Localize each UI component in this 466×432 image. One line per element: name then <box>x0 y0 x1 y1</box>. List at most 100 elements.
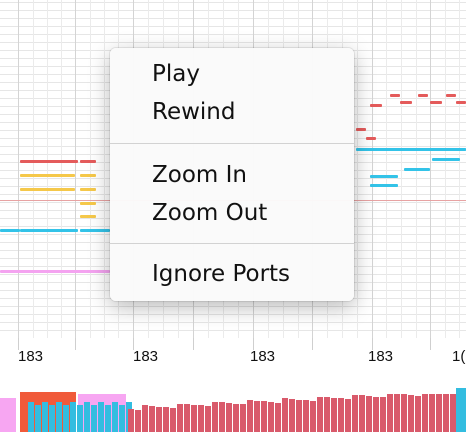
velocity-bar[interactable] <box>268 402 274 432</box>
midi-note[interactable] <box>366 137 376 140</box>
velocity-bar[interactable] <box>63 405 69 432</box>
velocity-bar[interactable] <box>261 401 267 432</box>
midi-note[interactable] <box>390 94 400 97</box>
menu-item-zoom-in[interactable]: Zoom In <box>152 162 247 188</box>
midi-note[interactable] <box>80 215 96 218</box>
velocity-bar[interactable] <box>84 402 90 432</box>
velocity-bar[interactable] <box>296 400 302 432</box>
velocity-bar[interactable] <box>373 397 379 432</box>
menu-item-play[interactable]: Play <box>152 61 200 87</box>
velocity-bar[interactable] <box>56 402 62 432</box>
velocity-bar[interactable] <box>450 394 456 432</box>
velocity-bar[interactable] <box>352 395 358 432</box>
menu-item-zoom-out[interactable]: Zoom Out <box>152 200 268 226</box>
midi-note[interactable] <box>370 184 398 187</box>
midi-note[interactable] <box>80 174 96 177</box>
midi-note[interactable] <box>20 188 75 191</box>
velocity-bar[interactable] <box>28 402 34 432</box>
midi-note[interactable] <box>400 101 412 104</box>
midi-note[interactable] <box>80 229 110 232</box>
velocity-bar[interactable] <box>212 402 218 432</box>
midi-note[interactable] <box>404 168 430 171</box>
velocity-bar[interactable] <box>289 399 295 432</box>
velocity-bar[interactable] <box>142 405 148 432</box>
velocity-bar[interactable] <box>135 410 141 432</box>
velocity-bar[interactable] <box>324 397 330 432</box>
velocity-bar[interactable] <box>282 398 288 432</box>
midi-note[interactable] <box>80 188 96 191</box>
velocity-bar[interactable] <box>317 397 323 432</box>
velocity-bar[interactable] <box>429 394 435 432</box>
menu-item-ignore-ports[interactable]: Ignore Ports <box>152 261 291 287</box>
velocity-bar[interactable] <box>303 400 309 432</box>
velocity-bar[interactable] <box>401 394 407 432</box>
velocity-lane[interactable] <box>0 374 466 432</box>
velocity-bar[interactable] <box>163 407 169 432</box>
velocity-bar[interactable] <box>198 405 204 432</box>
velocity-bar[interactable] <box>443 394 449 432</box>
velocity-bar[interactable] <box>436 394 442 432</box>
velocity-bar[interactable] <box>128 409 134 432</box>
velocity-bar[interactable] <box>149 406 155 432</box>
timeline-ruler[interactable]: 183 183 183 183 1( <box>0 338 466 374</box>
midi-note[interactable] <box>446 94 456 97</box>
midi-note[interactable] <box>0 270 110 273</box>
velocity-bar[interactable] <box>91 405 97 432</box>
midi-note[interactable] <box>370 175 398 178</box>
velocity-bar[interactable] <box>219 402 225 432</box>
velocity-bar[interactable] <box>112 402 118 432</box>
velocity-bar[interactable] <box>331 398 337 432</box>
velocity-bar[interactable] <box>77 405 83 432</box>
velocity-bar[interactable] <box>415 396 421 432</box>
midi-note[interactable] <box>0 229 20 232</box>
midi-note[interactable] <box>432 158 460 161</box>
velocity-bar[interactable] <box>275 403 281 432</box>
velocity-bar[interactable] <box>394 394 400 432</box>
velocity-bar[interactable] <box>240 404 246 432</box>
velocity-bar[interactable] <box>170 408 176 432</box>
velocity-bar[interactable] <box>177 404 183 432</box>
velocity-bar[interactable] <box>359 395 365 432</box>
velocity-bar[interactable] <box>70 402 76 432</box>
velocity-bar[interactable] <box>233 404 239 432</box>
velocity-bar[interactable] <box>422 394 428 432</box>
velocity-bar[interactable] <box>0 398 16 432</box>
velocity-bar[interactable] <box>226 403 232 432</box>
midi-note[interactable] <box>460 148 466 151</box>
velocity-bar[interactable] <box>387 394 393 432</box>
midi-note[interactable] <box>20 229 78 232</box>
midi-note[interactable] <box>430 101 442 104</box>
velocity-bar[interactable] <box>105 405 111 432</box>
grid-beat-line <box>33 0 34 338</box>
velocity-bar[interactable] <box>254 401 260 432</box>
menu-item-rewind[interactable]: Rewind <box>152 99 236 125</box>
velocity-bar[interactable] <box>98 402 104 432</box>
velocity-bar[interactable] <box>156 407 162 432</box>
midi-note[interactable] <box>356 148 466 151</box>
velocity-bar[interactable] <box>205 406 211 432</box>
midi-note[interactable] <box>456 101 466 104</box>
velocity-bar[interactable] <box>338 398 344 432</box>
velocity-bar[interactable] <box>345 399 351 432</box>
midi-note[interactable] <box>370 104 382 107</box>
velocity-bar[interactable] <box>35 405 41 432</box>
grid-row-line <box>0 42 466 43</box>
velocity-bar[interactable] <box>310 401 316 432</box>
velocity-bar[interactable] <box>191 405 197 432</box>
velocity-bar[interactable] <box>119 405 125 432</box>
midi-note[interactable] <box>80 160 96 163</box>
grid-beat-line <box>445 0 446 338</box>
velocity-bar[interactable] <box>49 405 55 432</box>
velocity-bar[interactable] <box>42 402 48 432</box>
velocity-bar[interactable] <box>184 404 190 432</box>
midi-note[interactable] <box>20 160 78 163</box>
midi-note[interactable] <box>418 94 428 97</box>
midi-note[interactable] <box>20 174 75 177</box>
velocity-bar[interactable] <box>366 396 372 432</box>
velocity-bar[interactable] <box>380 397 386 432</box>
velocity-bar[interactable] <box>247 400 253 432</box>
velocity-bar[interactable] <box>408 395 414 432</box>
velocity-bar[interactable] <box>456 388 466 432</box>
midi-note[interactable] <box>356 128 366 131</box>
midi-note[interactable] <box>80 202 96 205</box>
